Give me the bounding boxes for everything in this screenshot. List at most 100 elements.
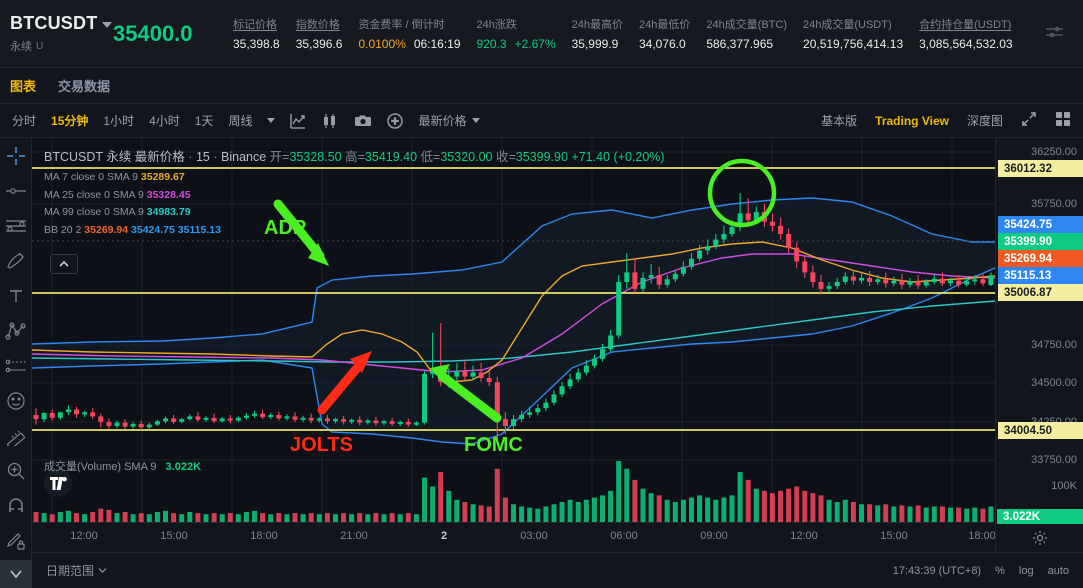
stat-24h-high: 24h最高价 35,999.9	[572, 16, 639, 51]
tab-chart[interactable]: 图表	[10, 79, 37, 94]
time-tick: 03:00	[520, 530, 548, 542]
view-mode-tradingview[interactable]: Trading View	[875, 113, 949, 128]
horizontal-lines-icon[interactable]	[4, 214, 28, 238]
chevron-down-icon[interactable]	[472, 118, 481, 123]
stat-mark-price: 标记价格 35,398.8	[233, 16, 296, 51]
stat-label: 指数价格	[295, 19, 340, 31]
change-abs-value: 920.3	[476, 37, 507, 51]
ma25-line	[32, 253, 995, 373]
forecast-icon[interactable]	[4, 354, 28, 378]
stat-value: 34,076.0	[638, 37, 686, 51]
chart-footer: 日期范围 17:43:39 (UTC+8) % log auto	[32, 552, 1083, 588]
contract-badge: U	[36, 40, 44, 52]
view-mode-depth[interactable]: 深度图	[966, 114, 1003, 128]
chevron-down-icon[interactable]	[102, 22, 113, 28]
chart-toolbar: 分时 15分钟 1小时 4小时 1天 周线	[0, 104, 1083, 138]
time-axis[interactable]: 12:00 15:00 18:00 21:00 2 03:00 06:00 09…	[32, 522, 996, 552]
volume-chart-svg	[33, 455, 994, 522]
volume-legend[interactable]: 成交量(Volume) SMA 9 3.022K	[44, 458, 201, 474]
candlestick-icon[interactable]	[321, 113, 339, 129]
volume-pane[interactable]	[32, 455, 995, 522]
bb-upper-line	[32, 197, 995, 345]
price-tick: 34750.00	[1031, 339, 1077, 351]
stat-value: 586,377.965	[706, 37, 774, 51]
chevron-down-icon	[98, 568, 107, 573]
timeframe-1h[interactable]: 1小时	[103, 114, 135, 128]
ma99-line	[32, 300, 995, 363]
price-axis[interactable]: 36250.00 35750.00 34750.00 34500.00 3425…	[995, 138, 1083, 522]
stat-index-price: 指数价格 35,396.6	[296, 16, 359, 51]
date-range-button[interactable]: 日期范围	[46, 562, 107, 579]
stat-label: 24h最低价	[638, 19, 691, 31]
funding-rate-value: 0.0100%	[358, 37, 406, 51]
text-icon[interactable]	[4, 284, 28, 308]
lock-pencil-icon[interactable]	[4, 529, 28, 553]
time-tick: 12:00	[70, 530, 98, 542]
chart-type-icon[interactable]	[290, 113, 306, 129]
price-badge-hline-lower[interactable]: 34004.50	[998, 422, 1083, 439]
time-tick-day: 2	[440, 530, 448, 542]
chevron-down-icon[interactable]	[267, 118, 276, 123]
price-badge-hline-mid[interactable]: 35006.87	[998, 284, 1083, 301]
price-chart-svg	[32, 138, 995, 522]
change-pct-value: +2.67%	[514, 37, 556, 51]
main-tabs: 图表 交易数据	[0, 68, 1083, 104]
magnet-icon[interactable]	[4, 494, 28, 518]
sliders-icon[interactable]	[1045, 24, 1065, 45]
tradingview-logo-icon	[44, 469, 72, 497]
timeframe-15m[interactable]: 15分钟	[51, 114, 89, 128]
timeframe-4h[interactable]: 4小时	[149, 114, 180, 128]
price-tick: 36250.00	[1031, 146, 1077, 158]
time-tick: 18:00	[968, 530, 996, 542]
price-badge-bb-mid[interactable]: 35269.94	[998, 250, 1083, 267]
percent-scale-button[interactable]: %	[995, 564, 1005, 577]
legend-collapse-button[interactable]	[50, 254, 78, 274]
camera-icon[interactable]	[354, 113, 372, 129]
timeframe-1d[interactable]: 1天	[194, 114, 214, 128]
emoji-icon[interactable]	[4, 389, 28, 413]
stat-value: 35,999.9	[571, 37, 619, 51]
crosshair-icon[interactable]	[4, 144, 28, 168]
chart-settings-corner[interactable]	[995, 522, 1083, 552]
stat-value: 20,519,756,414.13	[803, 37, 904, 51]
stat-24h-change: 24h涨跌 920.3 +2.67%	[477, 16, 572, 51]
ruler-icon[interactable]	[4, 424, 28, 448]
time-tick: 15:00	[160, 530, 188, 542]
stat-24h-volume-usdt: 24h成交量(USDT) 20,519,756,414.13	[803, 16, 919, 51]
auto-scale-button[interactable]: auto	[1047, 564, 1069, 577]
brush-icon[interactable]	[4, 249, 28, 273]
stat-24h-volume-btc: 24h成交量(BTC) 586,377.965	[706, 16, 803, 51]
time-tick: 21:00	[340, 530, 368, 542]
expand-icon[interactable]	[1021, 111, 1037, 130]
volume-legend-label: 成交量(Volume) SMA 9	[44, 461, 157, 473]
time-tick: 06:00	[610, 530, 638, 542]
pitchfork-icon[interactable]	[4, 319, 28, 343]
footer-right-controls: 17:43:39 (UTC+8) % log auto	[893, 565, 1069, 577]
price-mode-label[interactable]: 最新价格	[418, 114, 467, 128]
symbol-block[interactable]: BTCUSDT 永续 U	[0, 13, 113, 54]
time-tick: 12:00	[790, 530, 818, 542]
candlestick-series	[33, 193, 994, 444]
market-ticker-bar: BTCUSDT 永续 U 35400.0 标记价格 35,398.8 指数价格 …	[0, 0, 1083, 68]
price-badge-bb-lower[interactable]: 35115.13	[998, 267, 1083, 284]
stat-label: 24h成交量(BTC)	[706, 19, 788, 31]
grid-layout-icon[interactable]	[1055, 111, 1071, 130]
timeframe-time-share[interactable]: 分时	[12, 114, 37, 128]
price-badge-hline-upper[interactable]: 36012.32	[998, 160, 1083, 177]
log-scale-button[interactable]: log	[1018, 564, 1034, 577]
timeframe-1w[interactable]: 周线	[228, 114, 253, 128]
indicator-add-icon[interactable]	[387, 112, 404, 129]
price-badge-bb-upper[interactable]: 35424.75	[998, 216, 1083, 233]
green-highlight-circle	[707, 158, 777, 228]
funding-countdown-value: 06:16:19	[413, 37, 461, 51]
trend-line-icon[interactable]	[4, 179, 28, 203]
volume-current-badge[interactable]: 3.022K	[997, 509, 1083, 524]
price-badge-last-price[interactable]: 35399.90	[998, 233, 1083, 250]
gear-icon	[1032, 530, 1047, 545]
view-mode-basic[interactable]: 基本版	[821, 114, 858, 128]
symbol-name[interactable]: BTCUSDT	[10, 13, 98, 33]
zoom-in-icon[interactable]	[4, 459, 28, 483]
drawing-tools-rail	[0, 138, 32, 588]
rail-collapse-button[interactable]	[0, 560, 32, 588]
tab-trade-data[interactable]: 交易数据	[58, 79, 111, 94]
